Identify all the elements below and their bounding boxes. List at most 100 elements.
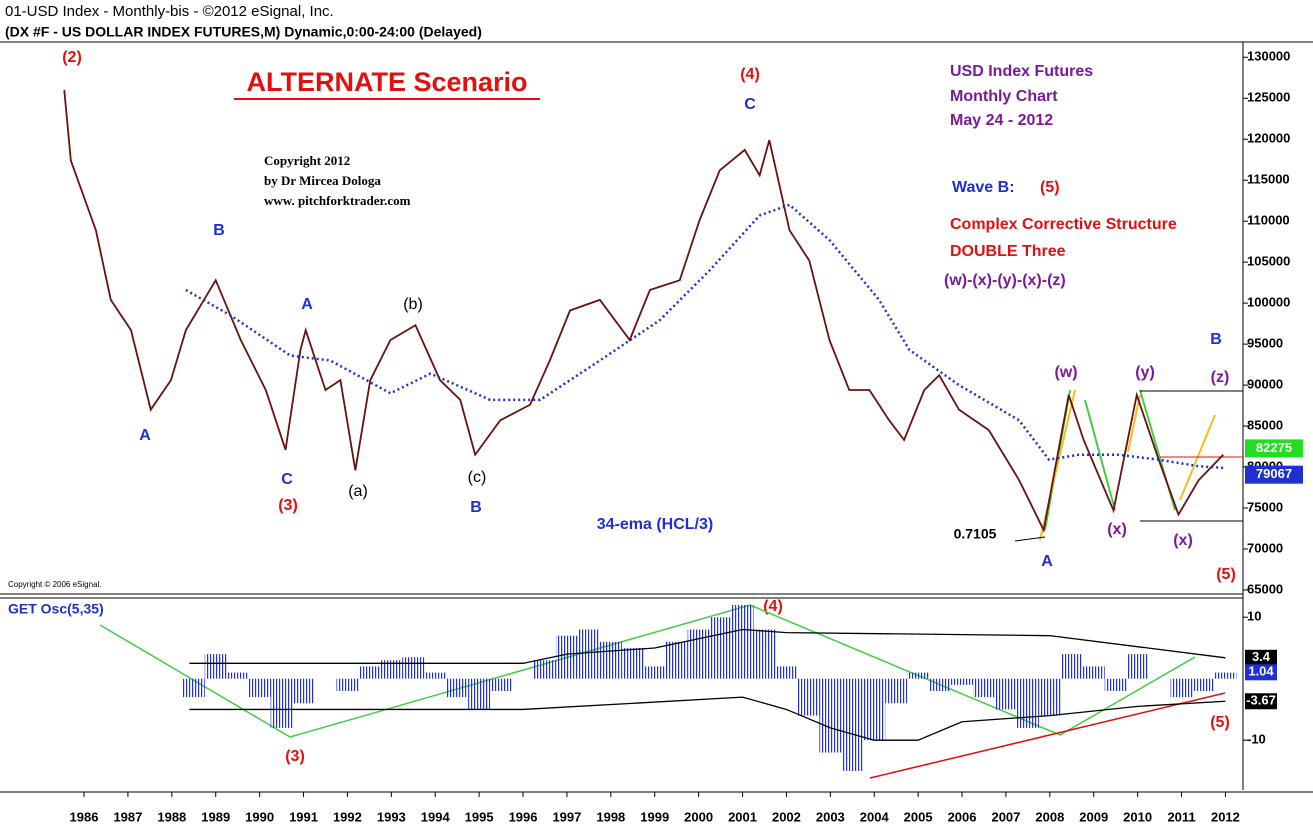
y-tick-label: 120000: [1247, 131, 1290, 146]
osc-bar: [446, 678, 469, 698]
annotations: Copyright 2012 by Dr Mircea Dologa www. …: [8, 49, 1236, 765]
header-line: 01-USD Index - Monthly-bis - ©2012 eSign…: [5, 3, 334, 20]
osc-bar: [555, 635, 578, 679]
x-tick-label: 1987: [113, 809, 142, 824]
osc-bar: [358, 666, 381, 679]
x-tick-label: 2006: [948, 809, 977, 824]
osc-bar: [599, 641, 622, 679]
osc-bar: [1126, 654, 1149, 679]
osc-bar: [819, 678, 842, 753]
value-tag: [1245, 649, 1277, 666]
osc-bar: [621, 647, 644, 679]
annotation: (5): [1210, 714, 1230, 731]
annotation: A: [1041, 553, 1053, 570]
annotation: A: [139, 427, 151, 444]
x-tick-label: 2002: [772, 809, 801, 824]
osc-bar: [490, 678, 513, 692]
y-tick-label: 110000: [1247, 213, 1290, 228]
x-tick-label: 1995: [465, 809, 494, 824]
osc-bar: [292, 678, 315, 704]
annotation: C: [281, 471, 293, 488]
annotation: (3): [285, 748, 305, 765]
annotation: B: [470, 499, 482, 516]
annotation: Complex Corrective Structure: [950, 216, 1177, 233]
price-line: [63, 89, 1224, 533]
annotation: (a): [348, 483, 368, 500]
x-tick-label: 2012: [1211, 809, 1240, 824]
annotation: USD Index Futures: [950, 63, 1093, 80]
y-tick-label: 130000: [1247, 49, 1290, 64]
osc-bar: [973, 678, 995, 698]
y-tick-label: 90000: [1247, 377, 1283, 392]
x-tick-label: 2004: [860, 809, 890, 824]
y-tick-label: 125000: [1247, 90, 1290, 105]
x-tick-label: 1998: [596, 809, 625, 824]
osc-bar: [863, 678, 886, 741]
osc-band: [189, 696, 1226, 741]
osc-bar: [1214, 672, 1237, 679]
osc-bar: [248, 678, 271, 698]
osc-bar: [424, 672, 447, 679]
x-tick-label: 2011: [1167, 809, 1195, 824]
annotation: 0.7105: [954, 526, 997, 542]
x-tick-label: 1997: [552, 809, 581, 824]
annotation: B: [213, 222, 225, 239]
annotation: A: [301, 296, 313, 313]
osc-bar: [1170, 678, 1193, 698]
x-tick-label: 1990: [245, 809, 274, 824]
osc-title: GET Osc(5,35): [8, 601, 104, 617]
y-tick-label: 100000: [1247, 295, 1290, 310]
header-line: (DX #F - US DOLLAR INDEX FUTURES,M) Dyna…: [5, 24, 482, 40]
osc-bar: [402, 657, 425, 679]
y-tick-label: 95000: [1247, 336, 1283, 351]
osc-bar: [182, 678, 205, 698]
annotation: (2): [62, 49, 82, 66]
x-tick-label: 2009: [1079, 809, 1108, 824]
frame: [0, 41, 1313, 793]
annotation: (w): [1054, 364, 1077, 381]
value-tag-label: 3.4: [1252, 649, 1271, 664]
price-tag-label: 79067: [1256, 466, 1292, 481]
y-tick-label: 70000: [1247, 540, 1283, 555]
x-tick-label: 1999: [640, 809, 669, 824]
osc-bar: [1104, 678, 1127, 692]
osc-bar: [204, 654, 227, 679]
osc-bar: [709, 617, 732, 679]
osc-bar: [270, 678, 293, 728]
y-tick-label: 85000: [1247, 417, 1283, 432]
osc-bar: [929, 678, 952, 692]
osc-bar: [797, 678, 820, 716]
x-tick-label: 2005: [904, 809, 933, 824]
annotation: (5): [1216, 566, 1236, 583]
x-tick-label: 1996: [509, 809, 538, 824]
annotation: (b): [403, 296, 423, 313]
osc-bar: [775, 666, 798, 679]
y-tick-label: 65000: [1247, 581, 1283, 596]
x-tick-label: 1992: [333, 809, 362, 824]
annotation: (4): [763, 598, 783, 615]
y-tick-label: 105000: [1247, 254, 1290, 269]
annotation: C: [744, 96, 756, 113]
osc-bar: [1192, 678, 1215, 692]
osc-bar: [577, 629, 600, 679]
osc-bar: [1016, 678, 1039, 728]
osc-bar: [468, 678, 491, 710]
annotation: May 24 - 2012: [950, 112, 1053, 129]
annotation: Copyright 2012: [264, 153, 350, 168]
annotation: (c): [468, 469, 487, 486]
x-tick-label: 2010: [1123, 809, 1152, 824]
annotation: Copyright © 2006 eSignal.: [8, 580, 102, 589]
osc-bar: [994, 678, 1017, 710]
annotation: Wave B:: [952, 179, 1015, 196]
osc-bar: [380, 660, 403, 679]
osc-band: [189, 628, 1226, 664]
price-tag-label: 82275: [1256, 440, 1292, 455]
osc-bar: [1082, 666, 1105, 679]
x-tick-label: 2001: [728, 809, 757, 824]
annotation: www. pitchforktrader.com: [264, 193, 411, 208]
y-tick-label: 115000: [1247, 172, 1290, 187]
price-tag: [1245, 465, 1303, 484]
y-tick-label: -10: [1247, 732, 1266, 747]
chart-title: ALTERNATE Scenario: [246, 67, 527, 97]
